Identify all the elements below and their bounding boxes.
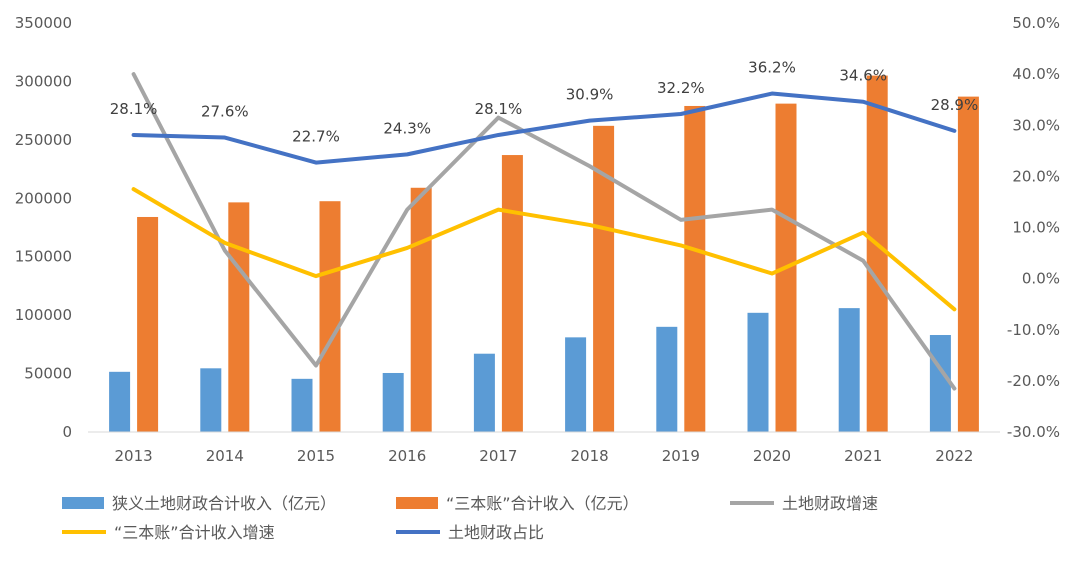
legend-label: “三本账”合计收入（亿元） [446,494,639,513]
right-tick-label: -30.0% [1007,423,1060,441]
x-tick-label: 2013 [115,447,153,465]
x-tick-label: 2017 [479,447,517,465]
data-label: 30.9% [566,86,614,104]
right-tick-label: 20.0% [1012,167,1060,185]
x-tick-label: 2018 [571,447,609,465]
left-tick-label: 200000 [15,189,72,207]
legend-swatch [396,497,438,509]
x-tick-label: 2020 [753,447,791,465]
data-label: 24.3% [383,119,431,137]
left-tick-label: 250000 [15,131,72,149]
right-tick-label: 40.0% [1012,65,1060,83]
bar-land-finance-revenue [838,308,860,432]
left-tick-label: 300000 [15,72,72,90]
right-tick-label: -10.0% [1007,321,1060,339]
bar-three-accounts-revenue [228,202,250,432]
right-tick-label: 30.0% [1012,116,1060,134]
right-tick-label: -20.0% [1007,372,1060,390]
legend-swatch [62,497,104,509]
data-label: 28.9% [931,96,979,114]
legend-label: 土地财政占比 [448,523,544,542]
bar-three-accounts-revenue [410,187,432,432]
left-tick-label: 150000 [15,248,72,266]
bar-land-finance-revenue [656,326,678,432]
left-tick-label: 50000 [24,365,72,383]
left-axis: 0 50000 100000 150000 200000 250000 300000 3500… [15,14,72,441]
right-tick-label: 50.0% [1012,14,1060,32]
bar-three-accounts-revenue [957,96,979,433]
data-label: 22.7% [292,128,340,146]
line-three-accounts-growth [131,187,957,312]
bar-land-finance-revenue [473,353,495,432]
bar-three-accounts-revenue [684,105,706,433]
bar-land-finance-revenue [109,371,131,432]
data-label: 28.1% [110,100,158,118]
x-tick-label: 2015 [297,447,335,465]
bar-land-finance-revenue [200,368,222,432]
bars [109,75,979,433]
data-label: 27.6% [201,103,249,121]
legend-label: 狭义土地财政合计收入（亿元） [112,494,336,513]
legend-label: 土地财政增速 [782,494,878,513]
x-axis: 2013 2014 2015 2016 2017 2018 2019 2020 2021 2022 [115,447,974,465]
bar-land-finance-revenue [747,312,769,432]
bar-land-finance-revenue [382,372,404,432]
bar-land-finance-revenue [291,378,313,432]
bar-three-accounts-revenue [501,155,523,432]
legend-label: “三本账”合计收入增速 [114,523,275,542]
line-land-finance-share [131,91,957,165]
left-tick-label: 350000 [15,14,72,32]
line-land-finance-growth [131,72,957,391]
left-tick-label: 100000 [15,306,72,324]
legend: 狭义土地财政合计收入（亿元） “三本账”合计收入（亿元） 土地财政增速 “三本账”合计… [62,494,878,542]
data-labels: 28.1% 27.6% 22.7% 24.3% 28.1% 30.9% 32.2% 36.2%… [110,59,978,146]
left-tick-label: 0 [62,423,72,441]
bar-three-accounts-revenue [866,75,888,432]
data-label: 36.2% [748,59,796,77]
x-tick-label: 2021 [844,447,882,465]
x-tick-label: 2019 [662,447,700,465]
bar-three-accounts-revenue [137,216,159,432]
x-tick-label: 2014 [206,447,244,465]
right-tick-label: 10.0% [1012,219,1060,237]
right-axis: -30.0% -20.0% -10.0% 0.0% 10.0% 20.0% 30.0% 40.… [1007,14,1060,441]
line-series [131,72,957,391]
x-tick-label: 2022 [935,447,973,465]
bar-land-finance-revenue [565,337,587,432]
right-tick-label: 0.0% [1022,270,1060,288]
x-tick-label: 2016 [388,447,426,465]
data-label: 32.2% [657,79,705,97]
bar-three-accounts-revenue [593,125,615,432]
bar-land-finance-revenue [929,335,951,432]
data-label: 34.6% [839,67,887,85]
bar-three-accounts-revenue [319,201,341,432]
data-label: 28.1% [475,100,523,118]
